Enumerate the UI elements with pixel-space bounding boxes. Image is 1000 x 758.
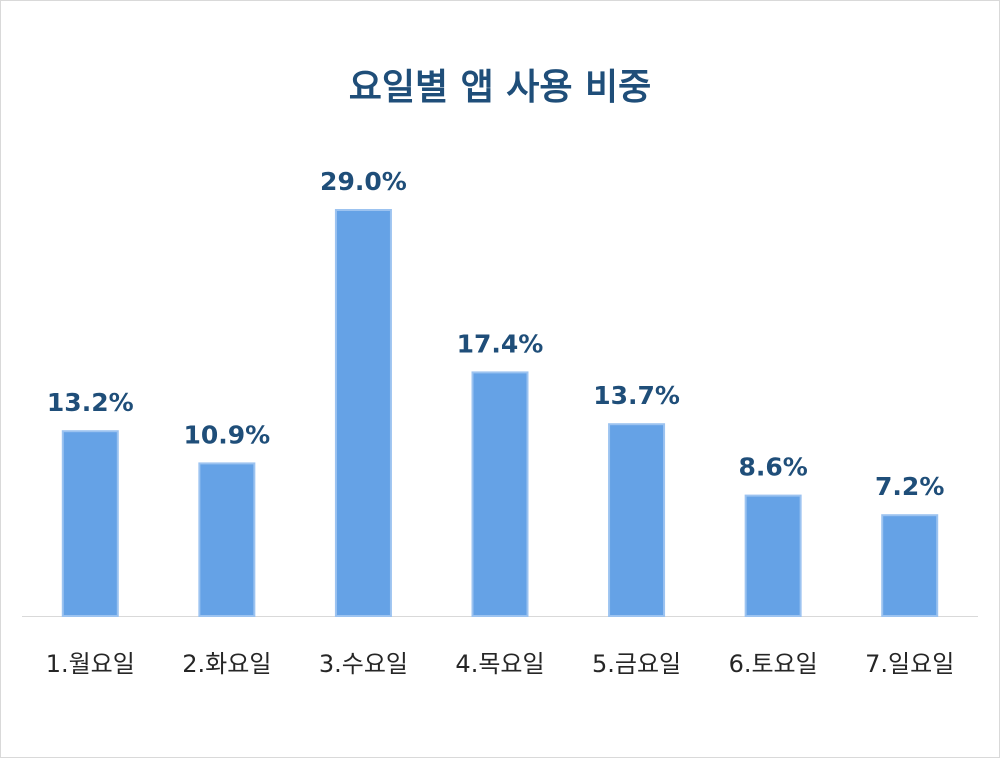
category-label: 1.월요일	[46, 650, 135, 678]
bar	[744, 494, 802, 618]
bar	[881, 514, 939, 618]
category-label: 7.일요일	[865, 650, 954, 678]
data-label: 17.4%	[457, 329, 544, 358]
bar	[334, 209, 392, 617]
category-label: 3.수요일	[319, 650, 408, 678]
chart-title: 요일별 앱 사용 비중	[348, 67, 652, 108]
category-label: 5.금요일	[592, 650, 681, 678]
data-label: 8.6%	[738, 453, 807, 482]
bar	[61, 430, 119, 618]
bar	[608, 423, 666, 618]
data-label: 7.2%	[875, 472, 944, 501]
category-label: 4.목요일	[455, 650, 544, 678]
data-label: 13.2%	[47, 388, 134, 417]
data-label: 13.7%	[593, 381, 680, 410]
bar	[198, 462, 256, 617]
bar	[471, 371, 529, 617]
category-label: 2.화요일	[182, 650, 271, 678]
data-label: 29.0%	[320, 167, 407, 196]
data-label: 10.9%	[183, 420, 270, 449]
category-label: 6.토요일	[729, 650, 818, 678]
